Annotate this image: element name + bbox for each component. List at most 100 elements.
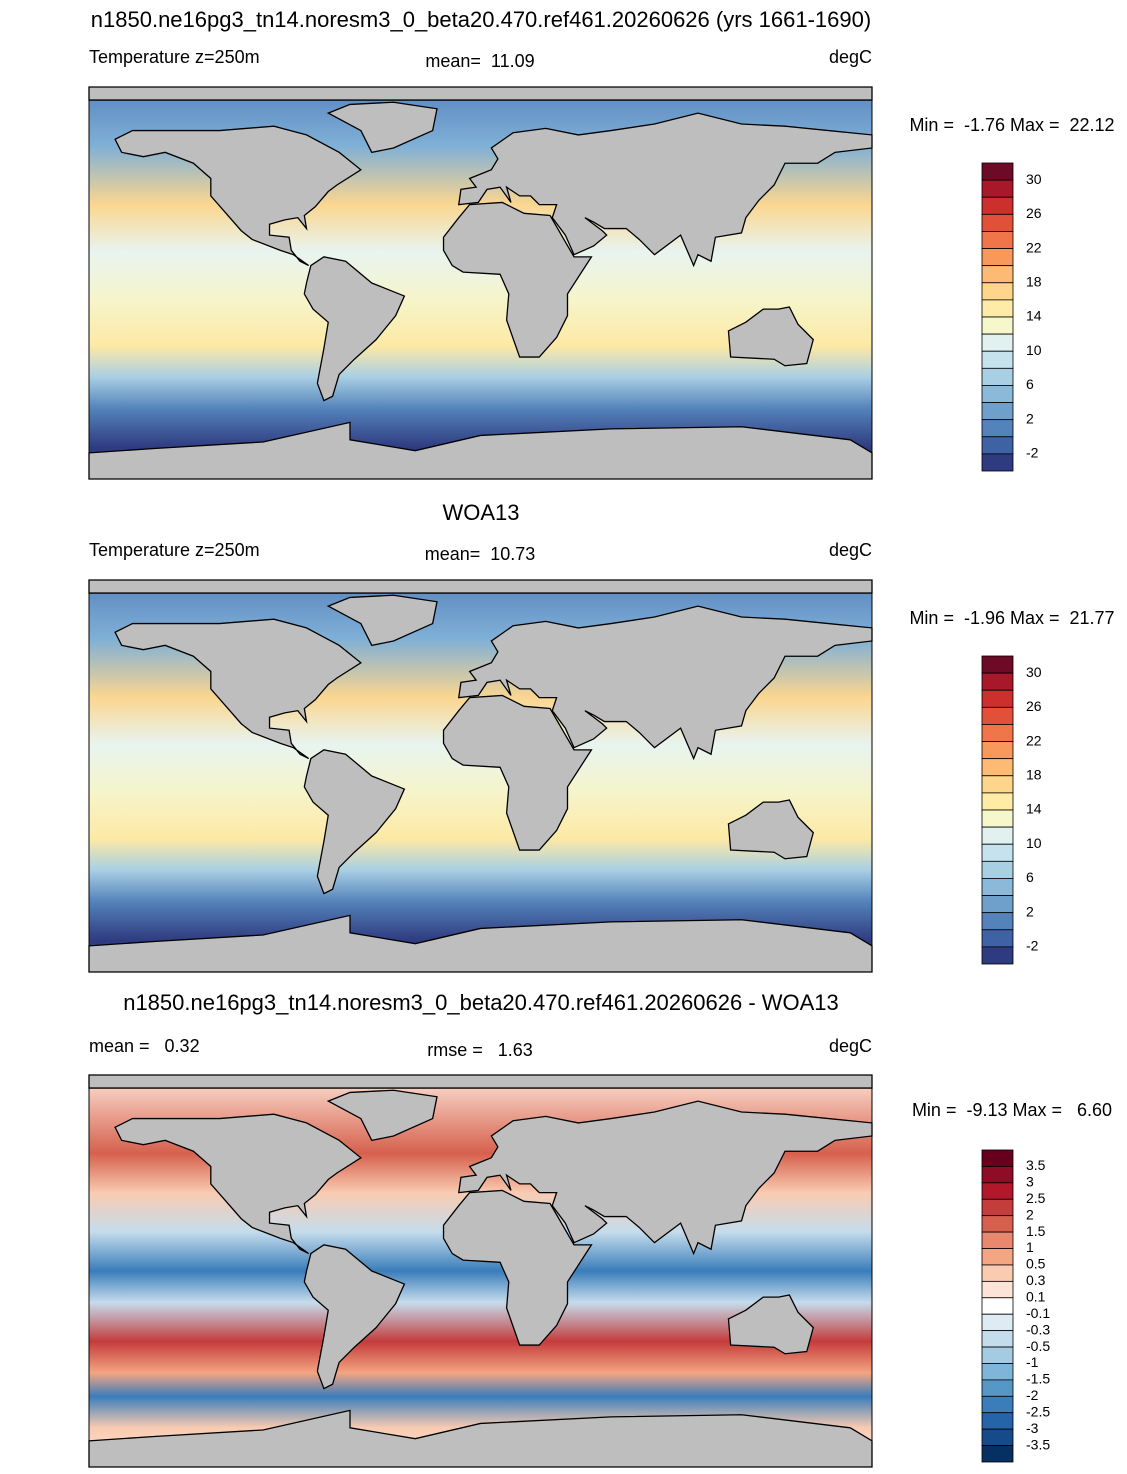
colorbar-segment bbox=[981, 1166, 1014, 1184]
colorbar-label: 6 bbox=[1026, 376, 1034, 392]
colorbar-segment bbox=[981, 436, 1014, 455]
colorbar-label: -3 bbox=[1026, 1420, 1039, 1436]
colorbar-segment bbox=[981, 826, 1014, 845]
colorbar-segment bbox=[981, 248, 1014, 267]
colorbar-segment bbox=[981, 792, 1014, 811]
left-label: Temperature z=250m bbox=[89, 540, 260, 560]
map-frame bbox=[88, 1074, 873, 1468]
colorbar-segment bbox=[981, 1412, 1014, 1430]
colorbar-label: 18 bbox=[1026, 273, 1042, 289]
colorbar-label: 10 bbox=[1026, 342, 1042, 358]
colorbar-segment bbox=[981, 1428, 1014, 1446]
colorbar-label: 3 bbox=[1026, 1174, 1034, 1190]
colorbar-segment bbox=[981, 1248, 1014, 1266]
colorbar-segment bbox=[981, 1280, 1014, 1299]
colorbar-label: -1 bbox=[1026, 1354, 1039, 1370]
colorbar-segment bbox=[981, 419, 1014, 438]
colorbar-label: 2 bbox=[1026, 1206, 1034, 1222]
colorbar-segment bbox=[981, 1379, 1014, 1397]
colorbar-segment bbox=[981, 213, 1014, 232]
min-max: Min = -1.96 Max = 21.77 bbox=[909, 608, 1114, 628]
colorbar-segment bbox=[981, 162, 1014, 181]
colorbar-segment bbox=[981, 231, 1014, 249]
colorbar-segment bbox=[981, 1330, 1014, 1348]
colorbar-segment bbox=[981, 1297, 1014, 1315]
colorbar-segment bbox=[981, 1182, 1014, 1200]
left-label: mean = 0.32 bbox=[89, 1036, 200, 1056]
colorbar-segment bbox=[981, 1363, 1014, 1381]
colorbar-segment bbox=[981, 299, 1014, 318]
colorbar-label: 3.5 bbox=[1026, 1157, 1046, 1173]
colorbar-segment bbox=[981, 385, 1014, 403]
colorbar-label: 1 bbox=[1026, 1239, 1034, 1255]
colorbar-label: 14 bbox=[1026, 308, 1042, 324]
colorbar-segment bbox=[981, 1264, 1014, 1282]
colorbar-label: 26 bbox=[1026, 698, 1042, 714]
colorbar-segment bbox=[981, 843, 1014, 862]
center-label: mean= 11.09 bbox=[425, 51, 534, 71]
colorbar-segment bbox=[981, 672, 1014, 691]
unit-label: degC bbox=[829, 540, 872, 560]
colorbar-segment bbox=[981, 333, 1014, 352]
colorbar-segment bbox=[981, 316, 1014, 335]
colorbar-segment bbox=[981, 1215, 1014, 1233]
colorbar-segment bbox=[981, 758, 1014, 777]
colorbar-label: -2 bbox=[1026, 445, 1039, 461]
colorbar-label: 18 bbox=[1026, 766, 1042, 782]
colorbar-segment bbox=[981, 860, 1014, 879]
colorbar-label: 2 bbox=[1026, 903, 1034, 919]
colorbar-segment bbox=[981, 1198, 1014, 1217]
panel-title: n1850.ne16pg3_tn14.noresm3_0_beta20.470.… bbox=[91, 7, 871, 32]
colorbar-label: 1.5 bbox=[1026, 1223, 1046, 1239]
colorbar-segment bbox=[981, 350, 1014, 369]
colorbar-segment bbox=[981, 282, 1014, 301]
colorbar-segment bbox=[981, 179, 1014, 198]
colorbar-segment bbox=[981, 689, 1014, 708]
colorbar-label: 26 bbox=[1026, 205, 1042, 221]
unit-label: degC bbox=[829, 47, 872, 67]
colorbar-segment bbox=[981, 196, 1014, 215]
colorbar-label: 22 bbox=[1026, 239, 1042, 255]
unit-label: degC bbox=[829, 1036, 872, 1056]
colorbar-label: -2 bbox=[1026, 938, 1039, 954]
colorbar-label: 2 bbox=[1026, 410, 1034, 426]
colorbar-segment bbox=[981, 809, 1014, 828]
colorbar-label: 0.1 bbox=[1026, 1288, 1046, 1304]
colorbar-segment bbox=[981, 706, 1014, 725]
colorbar-segment bbox=[981, 1313, 1014, 1332]
colorbar-label: -2 bbox=[1026, 1387, 1039, 1403]
colorbar-label: 30 bbox=[1026, 171, 1042, 187]
colorbar-segment bbox=[981, 655, 1014, 674]
panel-title: n1850.ne16pg3_tn14.noresm3_0_beta20.470.… bbox=[123, 990, 839, 1015]
colorbar-segment bbox=[981, 1445, 1014, 1463]
colorbar-segment bbox=[981, 265, 1014, 284]
colorbar-label: 0.5 bbox=[1026, 1256, 1046, 1272]
map-frame bbox=[88, 579, 873, 973]
colorbar-label: 2.5 bbox=[1026, 1190, 1046, 1206]
colorbar-label: 6 bbox=[1026, 869, 1034, 885]
colorbar-segment bbox=[981, 929, 1014, 948]
colorbar-segment bbox=[981, 1346, 1014, 1364]
center-label: rmse = 1.63 bbox=[427, 1040, 533, 1060]
colorbar-label: -0.3 bbox=[1026, 1321, 1050, 1337]
colorbar-segment bbox=[981, 1395, 1014, 1414]
colorbar-label: -3.5 bbox=[1026, 1436, 1050, 1452]
colorbar-label: 0.3 bbox=[1026, 1272, 1046, 1288]
min-max: Min = -1.76 Max = 22.12 bbox=[909, 115, 1114, 135]
colorbar-label: 10 bbox=[1026, 835, 1042, 851]
min-max: Min = -9.13 Max = 6.60 bbox=[912, 1100, 1112, 1120]
colorbar-segment bbox=[981, 895, 1014, 914]
colorbar-label: -0.1 bbox=[1026, 1305, 1050, 1321]
colorbar-label: 14 bbox=[1026, 801, 1042, 817]
colorbar-segment bbox=[981, 775, 1014, 794]
center-label: mean= 10.73 bbox=[425, 544, 536, 564]
colorbar-segment bbox=[981, 402, 1014, 421]
colorbar-segment bbox=[981, 741, 1014, 760]
colorbar-segment bbox=[981, 1231, 1014, 1249]
colorbar-label: -1.5 bbox=[1026, 1371, 1050, 1387]
colorbar-segment bbox=[981, 878, 1014, 896]
colorbar-segment bbox=[981, 946, 1014, 965]
colorbar-segment bbox=[981, 724, 1014, 742]
